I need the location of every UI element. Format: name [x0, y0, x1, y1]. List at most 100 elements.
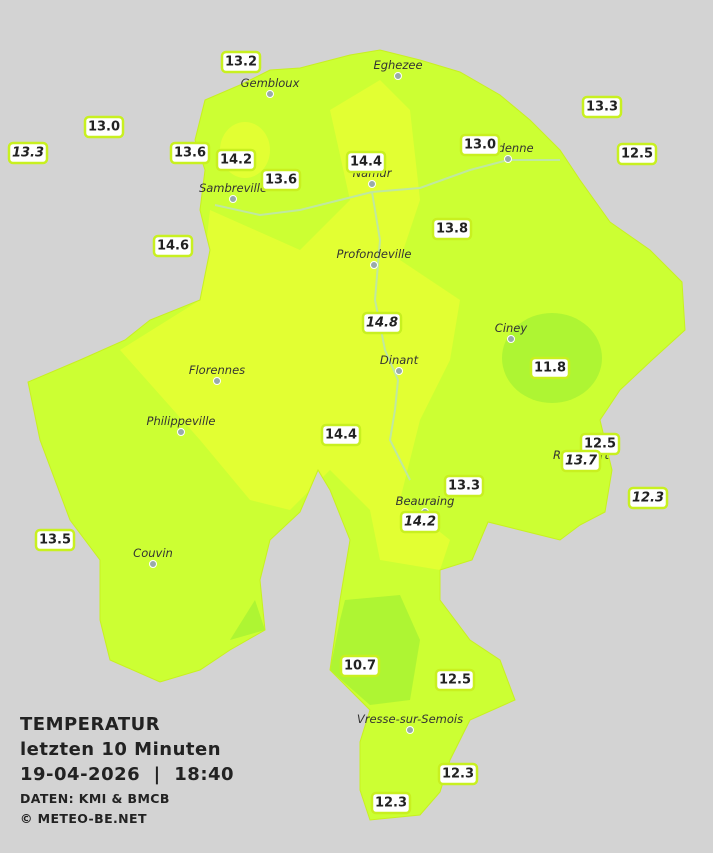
station-badge: [370, 791, 412, 815]
station: 13.6: [260, 168, 302, 192]
station-value: 14.2: [404, 515, 436, 530]
station-badge: [152, 234, 194, 258]
city-label: Florennes: [189, 363, 245, 377]
city-dot: [406, 726, 414, 734]
station-badge: [443, 474, 485, 498]
station: 14.8: [361, 311, 403, 335]
station-value: 13.5: [39, 533, 71, 548]
station-value: 14.6: [157, 239, 189, 254]
city-dot: [370, 261, 378, 269]
city-label: Dinant: [380, 353, 419, 367]
city-dot: [394, 72, 402, 80]
station-badge: [581, 95, 623, 119]
station-badge: [260, 168, 302, 192]
copyright: © METEO-BE.NET: [20, 811, 147, 826]
station-badge: [361, 311, 403, 335]
city-label: Eghezee: [373, 58, 422, 72]
station: 13.2: [220, 50, 262, 74]
station-badge: [169, 141, 211, 165]
station-badge: [431, 217, 473, 241]
river: [371, 191, 411, 481]
station-value: 11.8: [534, 361, 566, 376]
station: 13.3: [7, 141, 49, 165]
city-dot: [504, 155, 512, 163]
station-value: 12.3: [632, 491, 664, 506]
station-value: 13.8: [436, 222, 468, 237]
station-value: 12.3: [375, 796, 407, 811]
station-value: 14.2: [220, 153, 252, 168]
city-dot: [368, 180, 376, 188]
station: 14.2: [399, 510, 441, 534]
station-value: 12.3: [442, 767, 474, 782]
station: 13.6: [169, 141, 211, 165]
station-value: 12.5: [439, 673, 471, 688]
station: 13.8: [431, 217, 473, 241]
station: 13.0: [83, 115, 125, 139]
station-value: 13.0: [464, 138, 496, 153]
station-value: 13.2: [225, 55, 257, 70]
station-badge: [220, 50, 262, 74]
subtitle: letzten 10 Minuten: [20, 739, 221, 760]
station-value: 12.5: [584, 437, 616, 452]
station: 13.0: [459, 133, 501, 157]
station-badge: [34, 528, 76, 552]
station-value: 12.5: [621, 147, 653, 162]
city-label: Beauraing: [396, 494, 455, 508]
station: 14.4: [320, 423, 362, 447]
legend: TEMPERATUR letzten 10 Minuten 19-04-2026…: [20, 714, 234, 826]
source: DATEN: KMI & BMCB: [20, 791, 170, 806]
station-value: 13.3: [448, 479, 480, 494]
station-value: 13.3: [586, 100, 618, 115]
city-dot: [507, 335, 515, 343]
city-label: Gembloux: [241, 76, 300, 90]
station: 12.3: [370, 791, 412, 815]
city-label: Sambreville: [199, 181, 267, 195]
station: 14.6: [152, 234, 194, 258]
city-label: Philippeville: [147, 414, 216, 428]
station: 12.5: [434, 668, 476, 692]
station: 12.3: [627, 486, 669, 510]
city-label: Vresse-sur-Semois: [357, 712, 463, 726]
station-badge: [83, 115, 125, 139]
title: TEMPERATUR: [20, 714, 160, 735]
timestamp: 19-04-2026 | 18:40: [20, 764, 234, 785]
station-value: 14.4: [350, 155, 382, 170]
station-value: 13.0: [88, 120, 120, 135]
station-badge: [215, 148, 257, 172]
city-dot: [395, 367, 403, 375]
station-value: 14.8: [366, 316, 398, 331]
station-badge: [399, 510, 441, 534]
station: 13.3: [581, 95, 623, 119]
station-badge: [529, 356, 571, 380]
stations: 13.2 13.0 13.3 13.6 14.2 14.4 13.6 13.0 13.3 12.5…: [7, 50, 669, 815]
station-value: 14.4: [325, 428, 357, 443]
station: 11.8: [529, 356, 571, 380]
city-label: Ciney: [495, 321, 528, 335]
station-value: 13.6: [265, 173, 297, 188]
station-badge: [560, 449, 602, 473]
station-badge: [339, 654, 381, 678]
station-badge: [7, 141, 49, 165]
station: 13.3: [443, 474, 485, 498]
station-badge: [459, 133, 501, 157]
station-badge: [320, 423, 362, 447]
station: 12.3: [437, 762, 479, 786]
station-value: 13.7: [565, 454, 598, 469]
cities: EghezeeGemblouxAndenneNamurSambrevillePr…: [133, 58, 610, 734]
station: 14.4: [345, 150, 387, 174]
station-value: 13.3: [12, 146, 44, 161]
station: 13.5: [34, 528, 76, 552]
city-dot: [213, 377, 221, 385]
city-label: Couvin: [133, 546, 173, 560]
city-dot: [229, 195, 237, 203]
station-badge: [616, 142, 658, 166]
station: 12.5: [579, 432, 621, 456]
station: 14.2: [215, 148, 257, 172]
city-dot: [266, 90, 274, 98]
station-value: 13.6: [174, 146, 206, 161]
station-badge: [345, 150, 387, 174]
city-dot: [177, 428, 185, 436]
city-dot: [149, 560, 157, 568]
station: 10.7: [339, 654, 381, 678]
